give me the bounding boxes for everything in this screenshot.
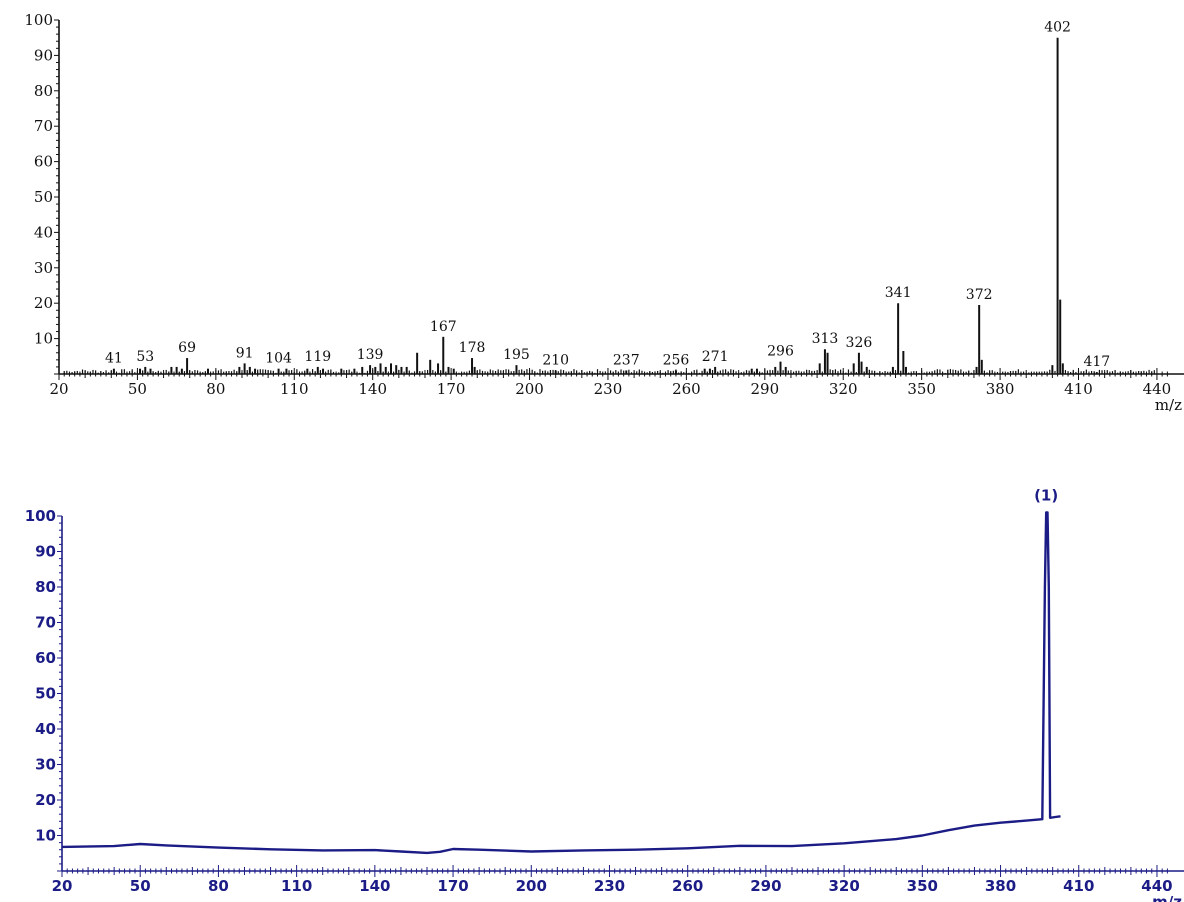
mass-spectrum-chart: 20 50 80 110 140 170 200 230 260 290 320 350 380 410 4…	[24, 11, 1184, 414]
trace-line	[61, 511, 1061, 855]
y-tick-label: 100	[25, 507, 56, 525]
x-tick-label: 140	[359, 877, 390, 895]
peak-label: 195	[503, 347, 530, 363]
x-tick-label: 440	[1143, 380, 1172, 398]
y-tick-label: 70	[35, 614, 56, 632]
y-tick-label: 60	[34, 153, 53, 171]
peak-label: 69	[178, 340, 196, 356]
peak-label: 104	[265, 351, 292, 367]
y-tick-label: 60	[35, 649, 56, 667]
x-tick-label: 380	[985, 877, 1016, 895]
x-tick-label: 230	[594, 877, 625, 895]
peak-label: 341	[885, 285, 912, 301]
x-tick-label: 320	[829, 380, 858, 398]
x-axis-label: m/z	[1155, 396, 1182, 414]
y-tick-label: 50	[34, 188, 53, 206]
peak-label: 167	[430, 319, 457, 335]
peak-label: 417	[1083, 354, 1110, 370]
x-tick-label: 110	[281, 877, 312, 895]
peak-label: 41	[105, 351, 123, 367]
x-tick-label: 200	[516, 877, 547, 895]
y-tick-label: 70	[34, 117, 53, 135]
y-tick-label: 50	[35, 685, 56, 703]
y-tick-label: 30	[35, 756, 56, 774]
x-tick-label: 20	[52, 877, 73, 895]
x-tick-label: 410	[1064, 380, 1093, 398]
x-tick-label: 350	[907, 877, 938, 895]
x-tick-label: 170	[437, 877, 468, 895]
x-tick-label: 110	[280, 380, 309, 398]
y-tick-label: 100	[24, 11, 53, 29]
y-tick-label: 90	[34, 46, 53, 64]
peak-label: 326	[846, 335, 873, 351]
peak-label: 237	[613, 352, 640, 368]
x-tick-label: 230	[594, 380, 623, 398]
y-tick-label: 30	[34, 259, 53, 277]
y-tick-label: 80	[34, 82, 53, 100]
x-tick-label: 290	[750, 877, 781, 895]
x-tick-label: 260	[672, 877, 703, 895]
y-tick-label: 90	[35, 543, 56, 561]
peak-label: 256	[663, 352, 690, 368]
x-tick-label: 380	[986, 380, 1015, 398]
peak-label: 271	[702, 349, 729, 365]
y-tick-label: 20	[34, 294, 53, 312]
x-tick-label: 80	[208, 877, 229, 895]
y-tick-label: 80	[35, 578, 56, 596]
x-tick-label: 200	[515, 380, 544, 398]
peak-label: 119	[304, 349, 331, 365]
y-tick-label: 10	[35, 827, 56, 845]
x-tick-label: 20	[49, 380, 68, 398]
peak-label: 372	[966, 287, 993, 303]
peak-label: 296	[767, 344, 794, 360]
peak-label: 139	[357, 347, 384, 363]
x-tick-label: 290	[750, 380, 779, 398]
x-tick-label: 260	[672, 380, 701, 398]
peak-label: 91	[236, 345, 254, 361]
peak-label: 402	[1044, 20, 1071, 36]
y-tick-label: 40	[34, 223, 53, 241]
peak-annotation: (1)	[1034, 486, 1058, 504]
x-tick-label: 80	[206, 380, 225, 398]
x-tick-label: 320	[828, 877, 859, 895]
x-tick-label: 440	[1141, 877, 1172, 895]
y-tick-label: 10	[34, 330, 53, 348]
chromatogram-chart: 20 50 80 110 140 170 200 230 260 290 320 350 380 410 4…	[25, 486, 1184, 902]
x-tick-label: 350	[907, 380, 936, 398]
peak-label: 178	[459, 340, 486, 356]
x-tick-label: 410	[1063, 877, 1094, 895]
x-axis-label: m/z	[1152, 893, 1182, 902]
x-tick-label: 50	[130, 877, 151, 895]
peak-label: 210	[542, 352, 569, 368]
peak-label: 53	[136, 349, 154, 365]
x-tick-label: 140	[358, 380, 387, 398]
peak-label: 313	[812, 331, 839, 347]
y-tick-label: 40	[35, 720, 56, 738]
x-tick-label: 170	[437, 380, 466, 398]
x-tick-label: 50	[128, 380, 147, 398]
y-tick-label: 20	[35, 791, 56, 809]
